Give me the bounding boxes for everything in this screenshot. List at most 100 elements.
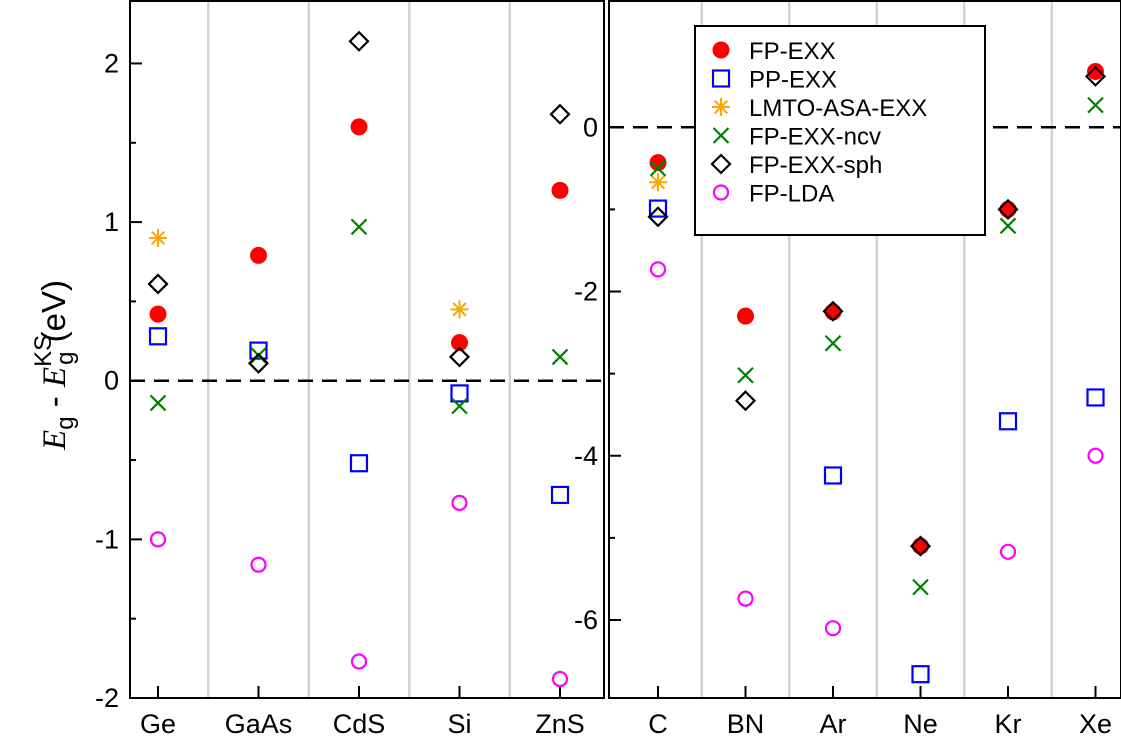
point-fp-exx-sph-c xyxy=(647,206,669,228)
point-fp-lda-cds xyxy=(350,653,368,670)
plot-frame xyxy=(608,0,1121,699)
point-fp-exx-sph-kr xyxy=(997,198,1019,220)
data-points xyxy=(647,62,1107,684)
y-axis-label: Eg - EKSg (eV) xyxy=(30,280,79,451)
legend-label-fp-exx-ncv: FP-EXX-ncv xyxy=(749,124,881,151)
x-tick-label-si: Si xyxy=(447,709,471,739)
point-pp-exx-ge xyxy=(148,327,168,346)
point-pp-exx-gaas xyxy=(249,341,268,360)
point-fp-exx-sph-ar xyxy=(822,300,844,322)
point-fp-exx-sph-gaas xyxy=(247,352,270,374)
point-fp-exx-cds xyxy=(350,118,368,136)
point-fp-exx-sph-ne xyxy=(909,535,932,557)
y-tick-label: -2 xyxy=(574,277,598,307)
point-fp-exx-ncv-bn xyxy=(737,367,754,384)
legend-label-fp-lda: FP-LDA xyxy=(749,181,834,208)
point-pp-exx-ar xyxy=(823,466,843,485)
left-panel: -2 -1 0 1 2 Ge GaAs CdS Si ZnS xyxy=(95,0,605,739)
legend-label-fp-exx: FP-EXX xyxy=(749,38,836,65)
y-axis-label-part: - xyxy=(35,387,72,416)
x-tick-label-c: C xyxy=(648,709,668,739)
legend: FP-EXXPP-EXXLMTO-ASA-EXXFP-EXX-ncvFP-EXX… xyxy=(694,25,986,236)
x-tick-label-xe: Xe xyxy=(1079,709,1112,739)
point-pp-exx-kr xyxy=(998,412,1018,431)
y-tick-label: 0 xyxy=(104,366,119,396)
point-fp-lda-ar xyxy=(824,620,842,637)
legend-label-pp-exx: PP-EXX xyxy=(749,67,837,94)
x-tick-label-ge: Ge xyxy=(140,709,176,739)
point-pp-exx-cds xyxy=(349,454,369,473)
y-axis-label-part: g xyxy=(52,416,79,429)
point-fp-lda-gaas xyxy=(250,556,267,573)
point-fp-exx-ar xyxy=(824,303,842,321)
point-fp-exx-sph-xe xyxy=(1084,65,1107,87)
point-fp-lda-si xyxy=(451,494,468,511)
point-pp-exx-c xyxy=(648,199,668,218)
y-axis-label-part: E xyxy=(37,367,73,388)
y-axis-label-part: E xyxy=(37,430,73,451)
legend-marker-fp-lda xyxy=(712,184,730,201)
point-fp-lda-zns xyxy=(551,670,569,688)
point-fp-exx-sph-bn xyxy=(734,390,757,412)
legend-label-lmto-asa-exx: LMTO-ASA-EXX xyxy=(749,95,927,122)
point-lmto-asa-exx-si xyxy=(450,300,469,319)
y-axis-title: Eg - EKSg (eV) xyxy=(30,280,79,451)
y-axis: -2 -1 0 1 2 xyxy=(95,48,142,713)
y-tick-label: -2 xyxy=(95,683,119,713)
point-fp-exx-sph-si xyxy=(448,346,471,368)
y-axis: -6 -4 -2 0 xyxy=(574,112,621,635)
x-axis: C BN Ar Ne Kr Xe xyxy=(648,686,1112,739)
y-tick-label: -1 xyxy=(95,524,119,554)
point-fp-exx-gaas xyxy=(250,246,267,264)
point-fp-lda-ge xyxy=(149,531,167,548)
point-fp-exx-ne xyxy=(912,537,929,555)
legend-marker-fp-exx-ncv xyxy=(712,127,730,144)
point-fp-exx-ncv-ne xyxy=(912,578,929,596)
point-fp-exx-ncv-kr xyxy=(999,217,1017,235)
legend-marker-fp-exx-sph xyxy=(710,153,732,175)
point-fp-exx-ncv-c xyxy=(649,160,667,177)
legend-marker-fp-exx xyxy=(712,41,730,59)
x-tick-label-gaas: GaAs xyxy=(225,709,293,739)
x-tick-label-ar: Ar xyxy=(820,709,847,739)
point-fp-exx-bn xyxy=(737,307,754,325)
x-tick-label-ne: Ne xyxy=(903,709,938,739)
point-fp-exx-ncv-zns xyxy=(551,348,569,366)
x-tick-label-bn: BN xyxy=(727,709,765,739)
y-axis-label-part: g xyxy=(52,352,79,365)
plot-frame xyxy=(129,0,605,699)
x-tick-label-zns: ZnS xyxy=(535,709,585,739)
point-fp-lda-c xyxy=(649,261,667,278)
point-lmto-asa-exx-ge xyxy=(149,228,167,247)
y-tick-label: 1 xyxy=(104,207,119,237)
y-axis-label-part: KS xyxy=(30,335,57,367)
point-fp-exx-si xyxy=(451,334,468,352)
point-fp-exx-sph-zns xyxy=(549,103,571,125)
y-tick-label: -4 xyxy=(574,441,598,471)
x-tick-label-cds: CdS xyxy=(333,709,386,739)
point-lmto-asa-exx-c xyxy=(649,173,667,192)
point-pp-exx-ne xyxy=(911,665,930,684)
point-fp-exx-ncv-ar xyxy=(824,334,842,352)
y-tick-label: -6 xyxy=(574,605,598,635)
x-tick-label-kr: Kr xyxy=(995,709,1022,739)
data-points xyxy=(147,30,571,688)
point-pp-exx-si xyxy=(450,384,469,403)
point-fp-exx-zns xyxy=(551,181,569,199)
legend-label-fp-exx-sph: FP-EXX-sph xyxy=(749,152,882,179)
point-fp-exx-ncv-ge xyxy=(149,394,167,412)
point-pp-exx-zns xyxy=(550,485,570,505)
point-fp-exx-ncv-xe xyxy=(1087,96,1104,114)
point-fp-exx-sph-cds xyxy=(348,30,370,52)
y-tick-label: 2 xyxy=(104,48,119,78)
point-fp-exx-ge xyxy=(149,305,167,323)
point-pp-exx-xe xyxy=(1086,388,1105,407)
point-fp-exx-ncv-cds xyxy=(350,218,368,236)
point-fp-exx-ncv-si xyxy=(451,397,468,415)
legend-marker-lmto-asa-exx xyxy=(712,98,730,116)
point-fp-exx-xe xyxy=(1087,62,1104,80)
legend-marker-pp-exx xyxy=(711,69,731,88)
point-fp-lda-kr xyxy=(999,543,1017,560)
y-tick-label: 0 xyxy=(583,112,598,142)
